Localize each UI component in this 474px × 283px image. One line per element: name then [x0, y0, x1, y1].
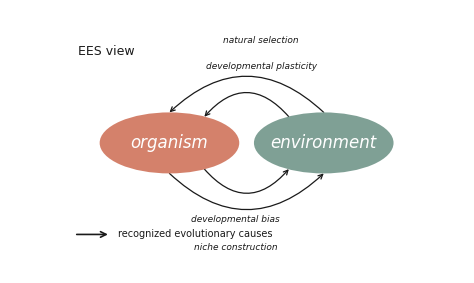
Text: EES view: EES view: [78, 45, 134, 58]
Text: natural selection: natural selection: [223, 36, 299, 45]
FancyArrowPatch shape: [169, 173, 323, 210]
Text: organism: organism: [130, 134, 209, 152]
FancyArrowPatch shape: [171, 76, 324, 112]
Ellipse shape: [254, 112, 393, 173]
Ellipse shape: [100, 112, 239, 173]
Text: environment: environment: [271, 134, 377, 152]
FancyArrowPatch shape: [205, 93, 289, 117]
Text: developmental plasticity: developmental plasticity: [206, 62, 317, 71]
Text: niche construction: niche construction: [194, 243, 277, 252]
FancyArrowPatch shape: [204, 169, 288, 193]
Text: recognized evolutionary causes: recognized evolutionary causes: [118, 230, 273, 239]
Text: developmental bias: developmental bias: [191, 215, 280, 224]
